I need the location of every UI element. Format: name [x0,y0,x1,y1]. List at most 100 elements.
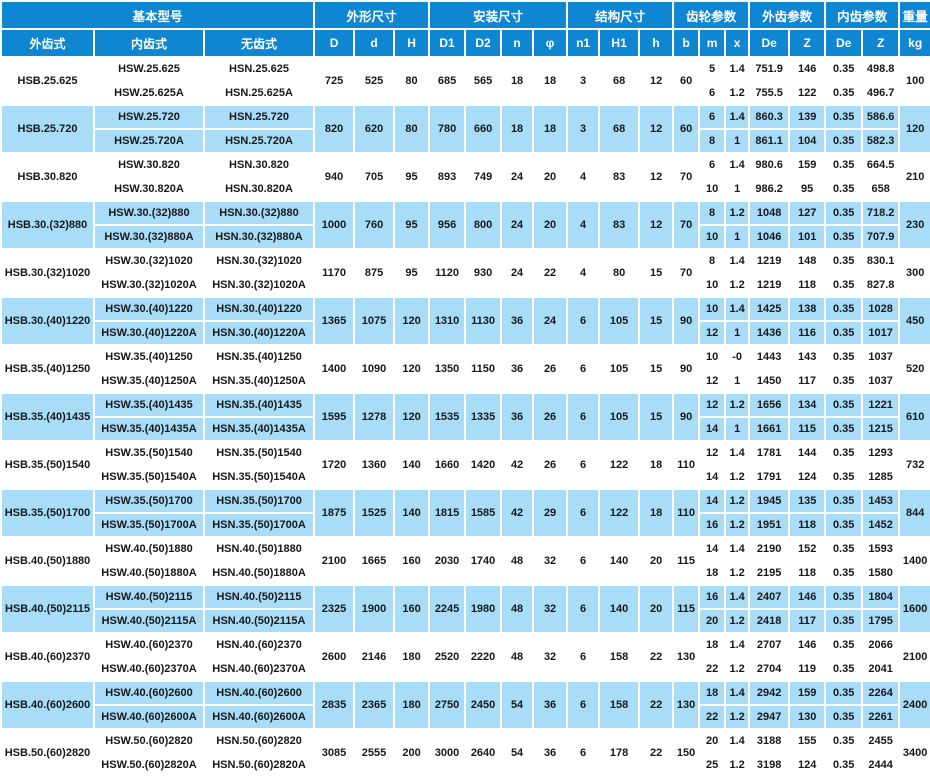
cell-De_ext: 2195 [748,560,791,586]
cell-D1: 3000 [428,728,467,778]
cell-hsw: HSW.30.(32)880A [93,224,205,250]
cell-m: 14 [698,488,727,514]
cell-hsb: HSB.25.625 [0,56,95,106]
cell-H1: 68 [598,56,641,106]
cell-D: 2835 [313,680,356,730]
cell-Z_int: 1285 [861,464,901,490]
cell-Z_ext: 146 [788,632,827,658]
cell-hsw: HSW.35.(40)1250A [93,368,205,394]
cell-phi: 32 [532,584,569,634]
cell-m: 14 [698,464,727,490]
header-col-1: 内齿式 [93,28,205,58]
cell-hsw: HSW.30.820 [93,152,205,178]
cell-h: 12 [638,152,675,202]
cell-h: 20 [638,584,675,634]
cell-H1: 178 [598,728,641,778]
cell-D2: 565 [464,56,503,106]
cell-hsn: HSN.30.(32)880 [202,200,316,226]
cell-H1: 140 [598,536,641,586]
cell-De_ext: 2942 [748,680,791,706]
cell-D1: 780 [428,104,467,154]
cell-De_ext: 3188 [748,728,791,754]
cell-d: 1665 [353,536,396,586]
cell-De_ext: 1436 [748,320,791,346]
cell-H1: 158 [598,632,641,682]
cell-D: 940 [313,152,356,202]
cell-D: 820 [313,104,356,154]
cell-n1: 3 [566,56,601,106]
table-row: HSB.35.(50)1540 HSW.35.(50)1540 HSN.35.(50… [0,440,930,490]
cell-Z_int: 1293 [861,440,901,466]
header-group-5: 外齿参数 [748,0,827,30]
cell-De_int: 0.35 [824,296,864,322]
cell-D: 2325 [313,584,356,634]
cell-h: 12 [638,104,675,154]
table-row: HSW.30.(32)880A HSN.30.(32)880A 10 1 1046 101… [1,224,930,250]
cell-hsn: HSN.40.(60)2370 [202,632,316,658]
cell-Z_ext: 101 [788,224,827,250]
cell-hsw: HSW.40.(50)2115A [93,608,205,634]
cell-n: 48 [500,536,535,586]
cell-D: 1875 [313,488,356,538]
cell-De_int: 0.35 [824,704,864,730]
cell-De_int: 0.35 [824,80,864,106]
cell-D2: 2640 [464,728,503,778]
cell-hsw: HSW.30.(32)1020 [93,248,205,274]
cell-m: 8 [698,128,727,154]
cell-kg: 2100 [898,632,930,682]
header-group-6: 内齿参数 [824,0,901,30]
cell-H: 95 [393,152,431,202]
table-row: HSW.35.(40)1435A HSN.35.(40)1435A 14 1 1661 1… [1,416,930,442]
cell-Z_int: 582.3 [861,128,901,154]
cell-m: 12 [698,392,727,418]
header-col-14: m [698,28,727,58]
cell-phi: 29 [532,488,569,538]
cell-hsn: HSN.40.(50)2115 [202,584,316,610]
header-col-19: Z [861,28,901,58]
header-group-7: 重量 [898,0,930,30]
header-col-16: De [748,28,791,58]
header-group-0: 基本型号 [0,0,316,30]
cell-x: 1.4 [724,152,751,178]
table-row: HSW.40.(60)2370A HSN.40.(60)2370A 22 1.2 270… [1,656,930,682]
cell-b: 60 [672,56,701,106]
cell-phi: 36 [532,680,569,730]
cell-D1: 2030 [428,536,467,586]
cell-Z_ext: 159 [788,680,827,706]
cell-De_int: 0.35 [824,536,864,562]
cell-H: 120 [393,296,431,346]
cell-phi: 24 [532,296,569,346]
cell-h: 15 [638,296,675,346]
cell-Z_ext: 104 [788,128,827,154]
cell-Z_ext: 124 [788,752,827,778]
cell-H: 80 [393,104,431,154]
cell-x: -0 [724,344,751,370]
cell-hsw: HSW.40.(60)2600A [93,704,205,730]
header-group-3: 结构尺寸 [566,0,675,30]
header-col-10: n1 [566,28,601,58]
cell-hsn: HSN.25.720A [202,128,316,154]
header-col-6: D1 [428,28,467,58]
cell-De_int: 0.35 [824,608,864,634]
cell-d: 1360 [353,440,396,490]
table-row: HSW.30.(32)1020A HSN.30.(32)1020A 10 1.2 121… [1,272,930,298]
cell-n: 18 [500,104,535,154]
cell-Z_int: 496.7 [861,80,901,106]
cell-kg: 1400 [898,536,930,586]
cell-Z_ext: 122 [788,80,827,106]
cell-m: 16 [698,512,727,538]
cell-d: 1090 [353,344,396,394]
cell-De_int: 0.35 [824,104,864,130]
cell-D1: 2520 [428,632,467,682]
cell-Z_ext: 146 [788,56,827,82]
cell-n: 54 [500,680,535,730]
cell-De_ext: 2407 [748,584,791,610]
table-row: HSB.25.625 HSW.25.625 HSN.25.625 725 525 80 68… [0,56,930,106]
cell-b: 90 [672,296,701,346]
cell-Z_int: 1037 [861,344,901,370]
cell-Z_int: 2261 [861,704,901,730]
cell-h: 12 [638,200,675,250]
cell-H: 160 [393,536,431,586]
cell-hsw: HSW.35.(50)1540 [93,440,205,466]
